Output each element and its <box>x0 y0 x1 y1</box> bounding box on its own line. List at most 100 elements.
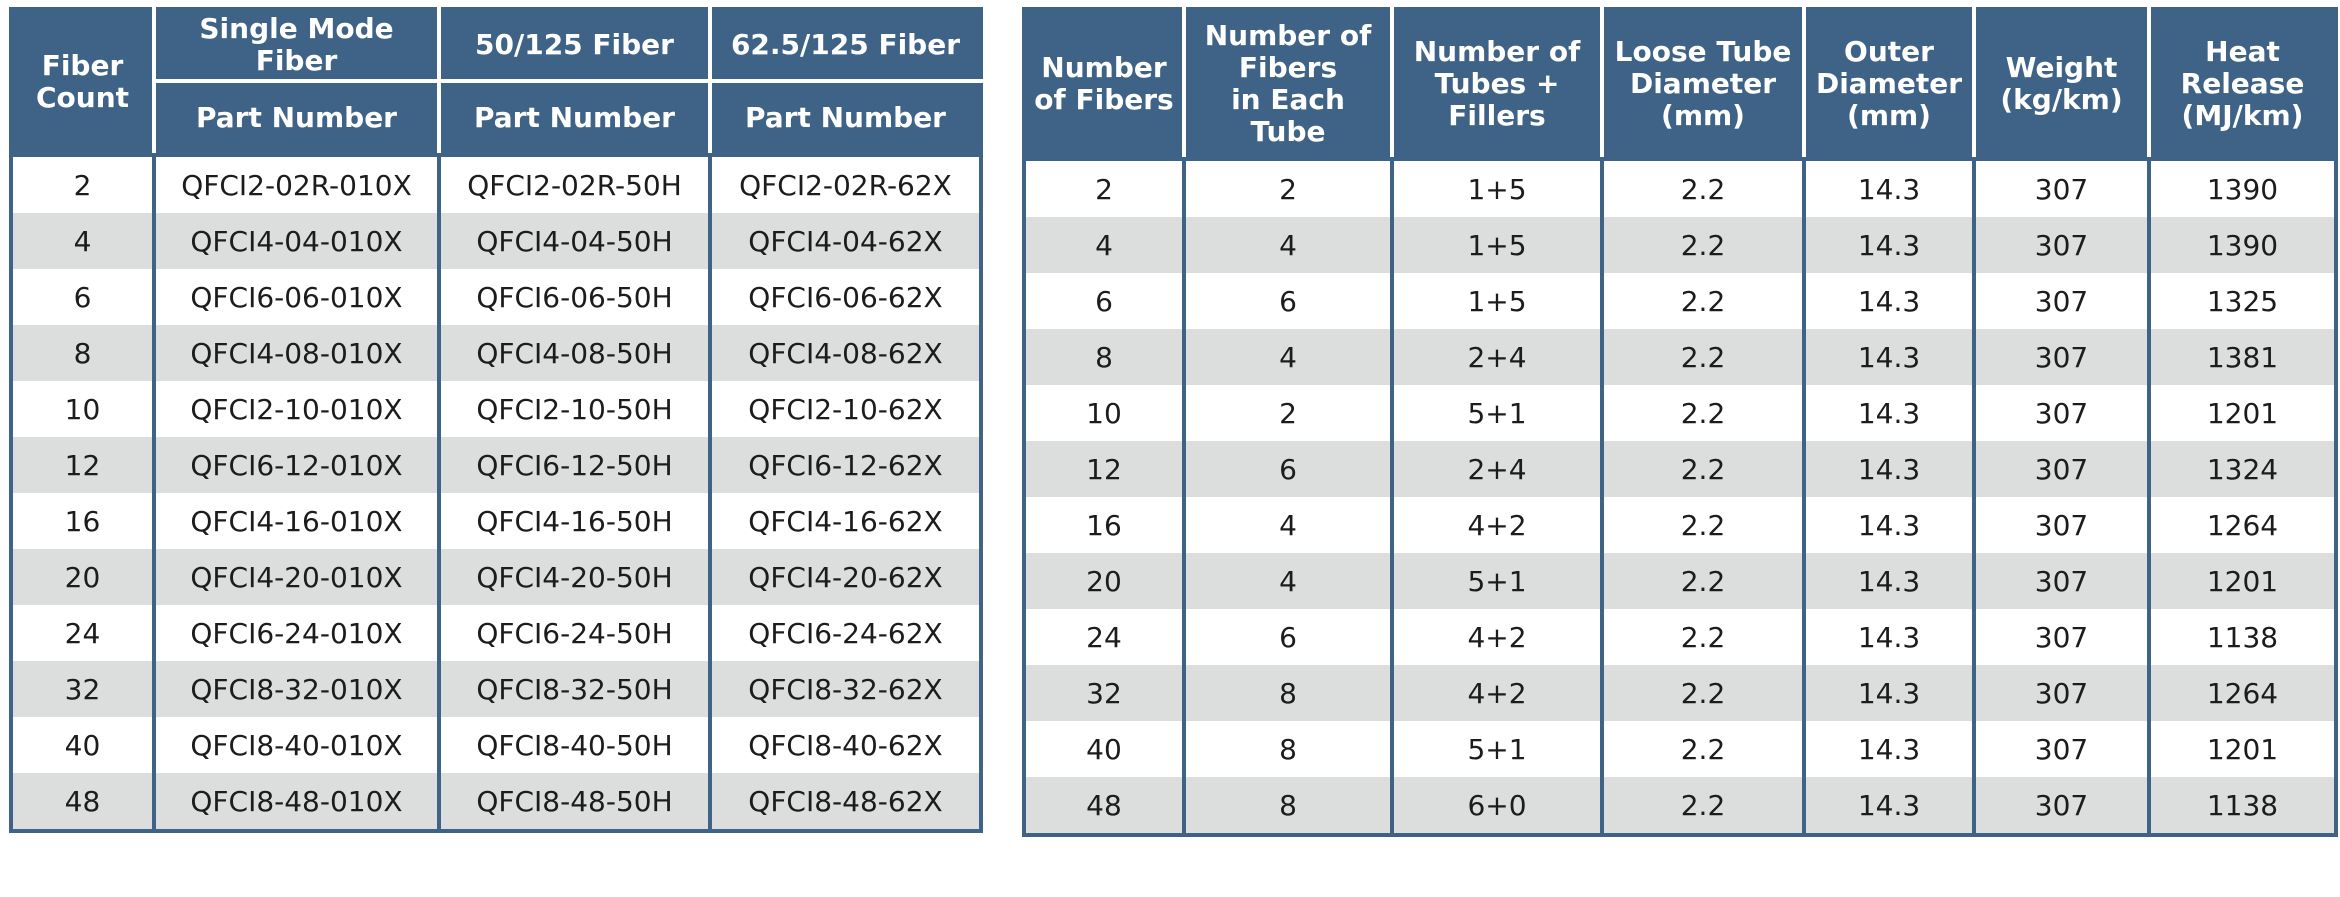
number-of-fibers-cell: 6 <box>1022 273 1186 329</box>
fiber-62-part-cell: QFCI4-20-62X <box>708 549 983 605</box>
single-mode-part-cell: QFCI4-08-010X <box>152 325 441 381</box>
weight-cell: 307 <box>1972 609 2151 665</box>
table-row: 16 QFCI4-16-010X QFCI4-16-50H QFCI4-16-62X <box>9 493 983 549</box>
tubes-fillers-cell: 5+1 <box>1390 721 1604 777</box>
table-row: 12 QFCI6-12-010X QFCI6-12-50H QFCI6-12-62X <box>9 437 983 493</box>
weight-header: Weight (kg/km) <box>1972 7 2151 161</box>
weight-cell: 307 <box>1972 329 2151 385</box>
table-row: 12 6 2+4 2.2 14.3 307 1324 <box>1022 441 2338 497</box>
tubes-fillers-cell: 4+2 <box>1390 497 1604 553</box>
heat-release-cell: 1390 <box>2147 159 2338 217</box>
number-of-fibers-header: Number of Fibers <box>1022 7 1186 161</box>
table-row: 10 QFCI2-10-010X QFCI2-10-50H QFCI2-10-62X <box>9 381 983 437</box>
heat-release-cell: 1201 <box>2147 385 2338 441</box>
part-number-table: Fiber Count Single Mode Fiber 50/125 Fib… <box>9 7 983 833</box>
single-mode-part-cell: QFCI2-10-010X <box>152 381 441 437</box>
fiber-50-part-cell: QFCI8-32-50H <box>437 661 712 717</box>
heat-release-cell: 1264 <box>2147 665 2338 721</box>
outer-diameter-cell: 14.3 <box>1802 777 1976 835</box>
table-row: 40 QFCI8-40-010X QFCI8-40-50H QFCI8-40-62X <box>9 717 983 773</box>
fibers-per-tube-cell: 4 <box>1182 497 1394 553</box>
fiber-62-part-cell: QFCI2-10-62X <box>708 381 983 437</box>
table-row: 4 4 1+5 2.2 14.3 307 1390 <box>1022 217 2338 273</box>
outer-diameter-cell: 14.3 <box>1802 159 1976 217</box>
table-row: 24 6 4+2 2.2 14.3 307 1138 <box>1022 609 2338 665</box>
weight-cell: 307 <box>1972 553 2151 609</box>
outer-diameter-cell: 14.3 <box>1802 217 1976 273</box>
weight-cell: 307 <box>1972 777 2151 835</box>
fiber-62-part-cell: QFCI2-02R-62X <box>708 155 983 213</box>
single-mode-fiber-header: Single Mode Fiber <box>152 7 441 83</box>
fiber-62-part-cell: QFCI8-32-62X <box>708 661 983 717</box>
single-mode-part-cell: QFCI8-32-010X <box>152 661 441 717</box>
number-of-fibers-cell: 16 <box>1022 497 1186 553</box>
fiber-50-part-cell: QFCI6-24-50H <box>437 605 712 661</box>
fibers-per-tube-header: Number of Fibers in Each Tube <box>1182 7 1394 161</box>
loose-tube-diameter-cell: 2.2 <box>1600 217 1806 273</box>
tubes-fillers-cell: 4+2 <box>1390 665 1604 721</box>
table-row: 32 8 4+2 2.2 14.3 307 1264 <box>1022 665 2338 721</box>
part-number-table-body: 2 QFCI2-02R-010X QFCI2-02R-50H QFCI2-02R-62… <box>9 155 983 831</box>
number-of-fibers-cell: 20 <box>1022 553 1186 609</box>
heat-release-cell: 1390 <box>2147 217 2338 273</box>
outer-diameter-cell: 14.3 <box>1802 721 1976 777</box>
table-row: 8 QFCI4-08-010X QFCI4-08-50H QFCI4-08-62X <box>9 325 983 381</box>
heat-release-cell: 1201 <box>2147 721 2338 777</box>
fibers-per-tube-cell: 2 <box>1182 159 1394 217</box>
fiber-50-part-cell: QFCI4-04-50H <box>437 213 712 269</box>
fiber-50-part-cell: QFCI8-48-50H <box>437 773 712 831</box>
weight-cell: 307 <box>1972 441 2151 497</box>
table-row: 40 8 5+1 2.2 14.3 307 1201 <box>1022 721 2338 777</box>
loose-tube-diameter-cell: 2.2 <box>1600 777 1806 835</box>
tubes-fillers-cell: 1+5 <box>1390 273 1604 329</box>
heat-release-header: Heat Release (MJ/km) <box>2147 7 2338 161</box>
fiber-62-part-cell: QFCI4-16-62X <box>708 493 983 549</box>
part-number-header: Part Number <box>437 79 712 157</box>
part-number-header: Part Number <box>708 79 983 157</box>
number-of-fibers-cell: 10 <box>1022 385 1186 441</box>
single-mode-part-cell: QFCI4-20-010X <box>152 549 441 605</box>
loose-tube-diameter-cell: 2.2 <box>1600 721 1806 777</box>
loose-tube-diameter-cell: 2.2 <box>1600 609 1806 665</box>
fiber-count-cell: 24 <box>9 605 156 661</box>
tubes-fillers-header: Number of Tubes + Fillers <box>1390 7 1604 161</box>
tubes-fillers-cell: 2+4 <box>1390 441 1604 497</box>
heat-release-cell: 1138 <box>2147 777 2338 835</box>
outer-diameter-cell: 14.3 <box>1802 329 1976 385</box>
outer-diameter-cell: 14.3 <box>1802 497 1976 553</box>
table-row: 20 4 5+1 2.2 14.3 307 1201 <box>1022 553 2338 609</box>
fiber-50-125-header: 50/125 Fiber <box>437 7 712 83</box>
single-mode-part-cell: QFCI8-40-010X <box>152 717 441 773</box>
loose-tube-diameter-cell: 2.2 <box>1600 159 1806 217</box>
specs-header-row: Number of Fibers Number of Fibers in Each… <box>1022 7 2338 161</box>
outer-diameter-header: Outer Diameter (mm) <box>1802 7 1976 161</box>
tubes-fillers-cell: 5+1 <box>1390 553 1604 609</box>
part-number-header: Part Number <box>152 79 441 157</box>
loose-tube-diameter-cell: 2.2 <box>1600 665 1806 721</box>
fiber-50-part-cell: QFCI4-20-50H <box>437 549 712 605</box>
loose-tube-diameter-cell: 2.2 <box>1600 553 1806 609</box>
fibers-per-tube-cell: 8 <box>1182 721 1394 777</box>
weight-cell: 307 <box>1972 665 2151 721</box>
fiber-62-part-cell: QFCI6-24-62X <box>708 605 983 661</box>
single-mode-part-cell: QFCI4-16-010X <box>152 493 441 549</box>
table-row: 32 QFCI8-32-010X QFCI8-32-50H QFCI8-32-62X <box>9 661 983 717</box>
fiber-62-part-cell: QFCI4-04-62X <box>708 213 983 269</box>
tubes-fillers-cell: 4+2 <box>1390 609 1604 665</box>
number-of-fibers-cell: 32 <box>1022 665 1186 721</box>
number-of-fibers-cell: 24 <box>1022 609 1186 665</box>
fiber-count-cell: 48 <box>9 773 156 831</box>
heat-release-cell: 1324 <box>2147 441 2338 497</box>
weight-cell: 307 <box>1972 721 2151 777</box>
tubes-fillers-cell: 2+4 <box>1390 329 1604 385</box>
fibers-per-tube-cell: 2 <box>1182 385 1394 441</box>
table-row: 24 QFCI6-24-010X QFCI6-24-50H QFCI6-24-62X <box>9 605 983 661</box>
fibers-per-tube-cell: 6 <box>1182 273 1394 329</box>
outer-diameter-cell: 14.3 <box>1802 609 1976 665</box>
table-row: 10 2 5+1 2.2 14.3 307 1201 <box>1022 385 2338 441</box>
fiber-50-part-cell: QFCI6-06-50H <box>437 269 712 325</box>
loose-tube-diameter-cell: 2.2 <box>1600 441 1806 497</box>
table-row: 20 QFCI4-20-010X QFCI4-20-50H QFCI4-20-62X <box>9 549 983 605</box>
tubes-fillers-cell: 5+1 <box>1390 385 1604 441</box>
weight-cell: 307 <box>1972 159 2151 217</box>
